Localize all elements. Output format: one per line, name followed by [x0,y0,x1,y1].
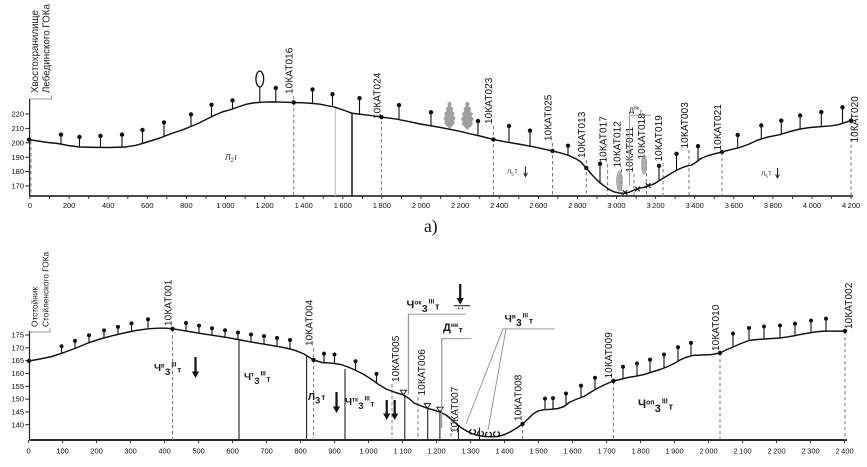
svg-text:10КАТ007: 10КАТ007 [450,386,461,433]
svg-text:0: 0 [28,201,32,210]
svg-text:2 400: 2 400 [836,447,854,456]
svg-text:Двкт: Двкт [629,106,642,117]
svg-text:10КАТ010: 10КАТ010 [711,304,722,351]
svg-text:Лебединского ГОКа: Лебединского ГОКа [42,4,53,93]
svg-text:300: 300 [124,447,137,456]
svg-text:400: 400 [102,201,115,210]
svg-text:10КАТ017: 10КАТ017 [598,116,609,163]
svg-text:0: 0 [27,447,31,456]
svg-text:л5т: л5т [507,167,518,178]
svg-text:2 800: 2 800 [568,201,586,210]
svg-text:600: 600 [226,447,239,456]
svg-text:220: 220 [11,110,24,119]
svg-text:10КАТ006: 10КАТ006 [417,349,428,396]
svg-text:1 800: 1 800 [373,201,391,210]
svg-text:200: 200 [11,138,24,147]
svg-text:2 300: 2 300 [802,447,820,456]
svg-text:2 000: 2 000 [412,201,430,210]
svg-text:1 200: 1 200 [428,447,446,456]
svg-text:155: 155 [11,382,24,391]
svg-text:2 200: 2 200 [451,201,469,210]
svg-text:2 100: 2 100 [734,447,752,456]
svg-text:1 700: 1 700 [598,447,616,456]
svg-text:3 400: 3 400 [686,201,704,210]
svg-text:2 000: 2 000 [700,447,718,456]
svg-text:Хвостохранилище: Хвостохранилище [30,9,41,93]
svg-text:200: 200 [63,201,76,210]
svg-text:3 000: 3 000 [607,201,625,210]
svg-text:10КАТ018: 10КАТ018 [637,113,648,160]
svg-text:145: 145 [11,408,24,417]
svg-text:1 800: 1 800 [632,447,650,456]
svg-text:1 500: 1 500 [530,447,548,456]
svg-text:1 300: 1 300 [462,447,480,456]
svg-text:150: 150 [11,395,24,404]
svg-text:10КАТ008: 10КАТ008 [513,374,524,421]
svg-text:10КАТ012: 10КАТ012 [612,121,623,168]
svg-text:1 400: 1 400 [295,201,313,210]
svg-text:а): а) [424,216,438,236]
svg-text:2 200: 2 200 [768,447,786,456]
svg-text:700: 700 [260,447,273,456]
svg-text:600: 600 [141,201,154,210]
svg-text:10КАТ024: 10КАТ024 [372,72,383,119]
svg-text:10КАТ019: 10КАТ019 [654,115,665,162]
svg-text:100: 100 [56,447,69,456]
svg-text:10КАТ002: 10КАТ002 [844,282,855,329]
svg-text:170: 170 [11,343,24,352]
svg-text:10КАТ001: 10КАТ001 [163,279,174,326]
svg-text:1 100: 1 100 [394,447,412,456]
svg-text:1 000: 1 000 [216,201,234,210]
svg-text:Отстойник: Отстойник [30,287,40,327]
svg-text:3 800: 3 800 [764,201,782,210]
svg-text:190: 190 [11,153,24,162]
svg-text:210: 210 [11,124,24,133]
svg-text:10КАТ009: 10КАТ009 [604,332,615,379]
svg-text:3 600: 3 600 [725,201,743,210]
svg-text:10КАТ016: 10КАТ016 [285,47,296,94]
svg-text:500: 500 [192,447,205,456]
svg-text:10КАТ013: 10КАТ013 [577,111,588,158]
svg-text:3 200: 3 200 [647,201,665,210]
svg-text:1 600: 1 600 [334,201,352,210]
svg-text:2 400: 2 400 [490,201,508,210]
svg-text:10КАТ020: 10КАТ020 [850,96,861,143]
svg-text:1 400: 1 400 [496,447,514,456]
svg-text:800: 800 [294,447,307,456]
svg-text:10КАТ025: 10КАТ025 [543,94,554,141]
svg-text:10КАТ021: 10КАТ021 [713,104,724,151]
svg-text:160: 160 [11,369,24,378]
svg-text:180: 180 [11,167,24,176]
svg-text:4 000: 4 000 [803,201,821,210]
svg-text:Стойленского ГОКа: Стойленского ГОКа [41,251,51,327]
svg-text:140: 140 [11,420,24,429]
svg-text:900: 900 [328,447,341,456]
svg-text:10КАТ004: 10КАТ004 [304,299,315,346]
svg-text:л5т: л5т [761,169,772,180]
svg-text:Днкт: Днкт [443,322,463,335]
svg-text:165: 165 [11,356,24,365]
svg-text:1 000: 1 000 [360,447,378,456]
svg-text:4 200: 4 200 [842,201,860,210]
svg-text:175: 175 [11,331,24,340]
svg-text:400: 400 [158,447,171,456]
svg-text:170: 170 [11,182,24,191]
svg-text:1 900: 1 900 [666,447,684,456]
svg-text:800: 800 [180,201,193,210]
svg-text:10КАТ003: 10КАТ003 [680,102,691,149]
svg-text:1 600: 1 600 [564,447,582,456]
svg-text:10КАТ005: 10КАТ005 [391,335,402,382]
svg-text:2 600: 2 600 [529,201,547,210]
svg-text:200: 200 [90,447,103,456]
svg-text:10КАТ011: 10КАТ011 [625,126,636,172]
svg-text:Л2г: Л2г [225,152,238,164]
svg-text:10КАТ023: 10КАТ023 [484,77,495,124]
svg-text:1 200: 1 200 [256,201,274,210]
